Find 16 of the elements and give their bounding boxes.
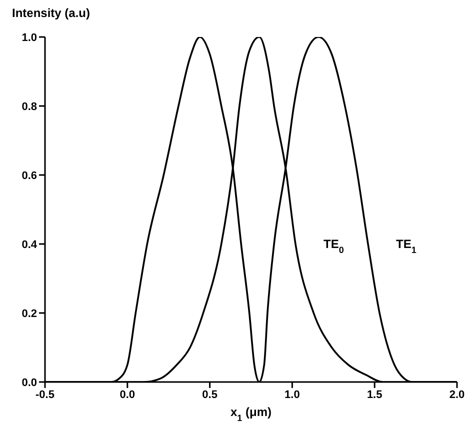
x-tick-label: 0.0 — [120, 388, 136, 401]
y-tick-label: 0.0 — [22, 376, 37, 389]
x-tick-label: 2.0 — [449, 388, 465, 401]
x-tick-label: 1.0 — [284, 388, 300, 401]
y-axis-title: Intensity (a.u) — [12, 6, 90, 20]
x-tick-label: 1.5 — [366, 388, 382, 401]
x-tick-label: 0.5 — [202, 388, 218, 401]
text: TE$_{0}$ — [323, 237, 344, 255]
y-tick-label: 0.6 — [22, 170, 37, 182]
y-tick-label: 0.2 — [22, 308, 37, 320]
y-tick-label: 0.8 — [22, 100, 37, 113]
y-tick-label: 0.4 — [22, 238, 38, 251]
y-tick-label: 1.0 — [22, 32, 37, 44]
x-tick-label: -0.5 — [36, 388, 54, 401]
x-axis-title: x$_{1}$ (μm) — [230, 405, 272, 423]
text: TE$_{1}$ — [396, 237, 416, 255]
